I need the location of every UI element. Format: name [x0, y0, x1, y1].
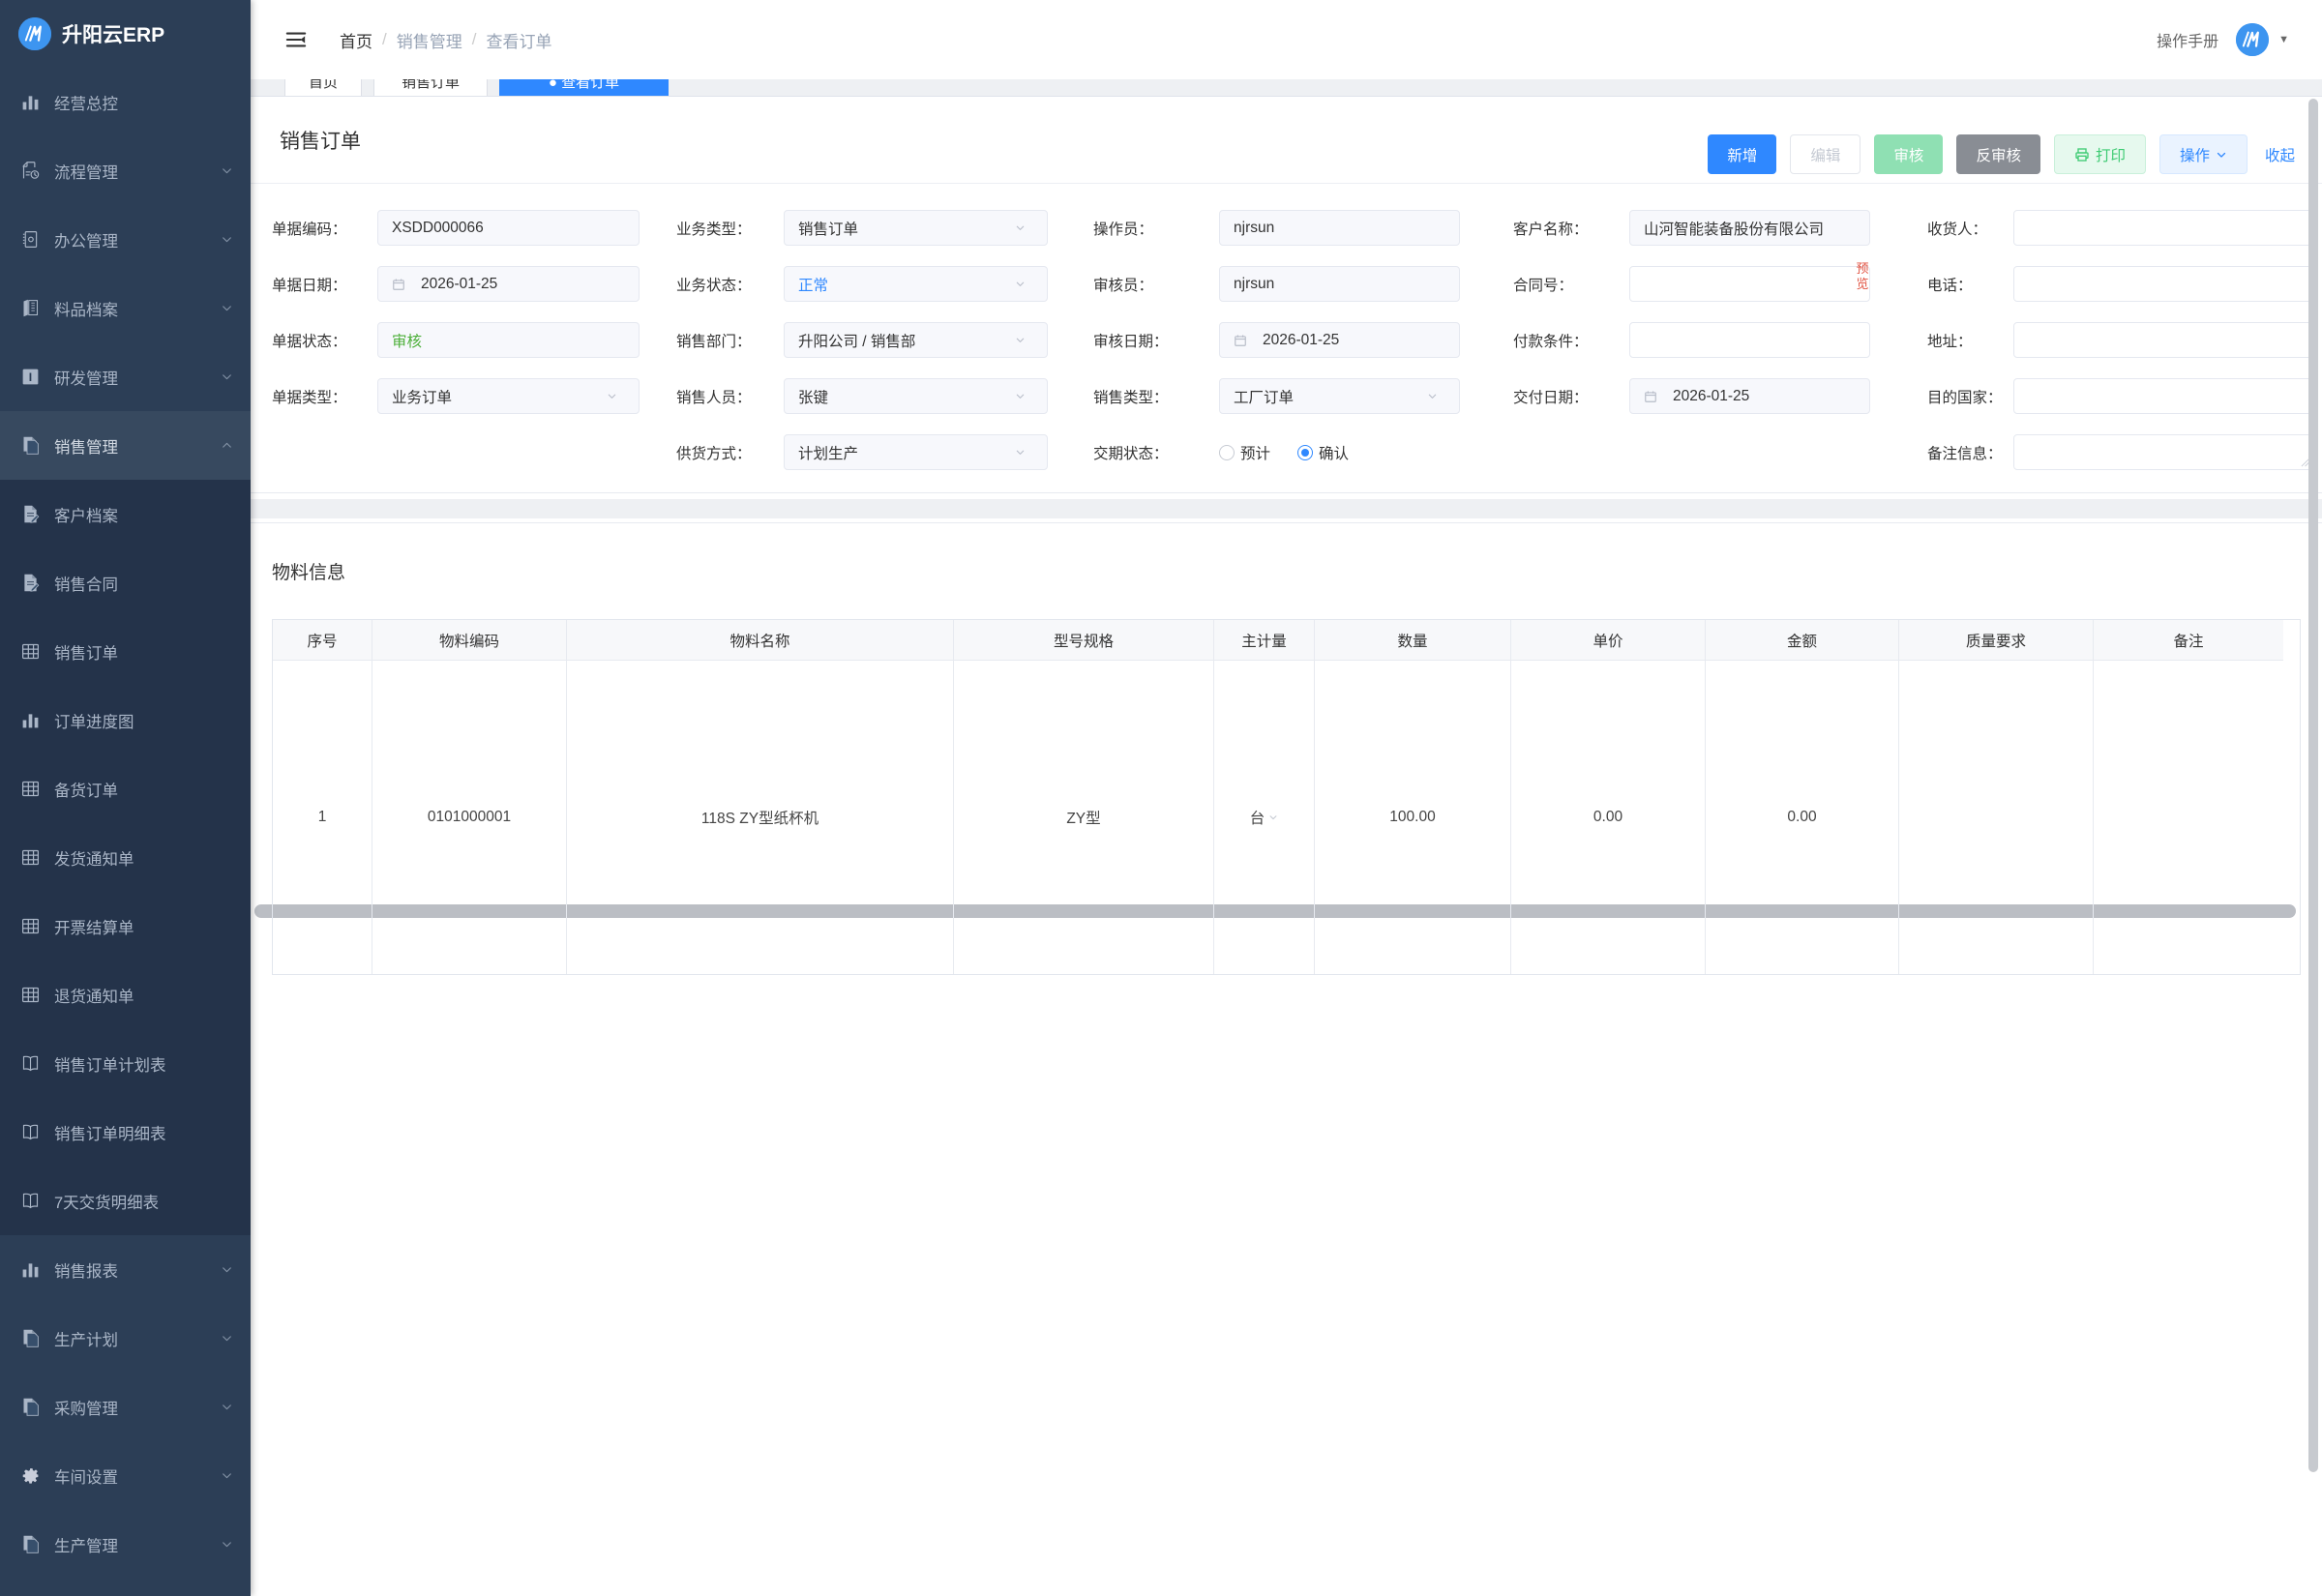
svg-text:I: I [29, 370, 32, 384]
